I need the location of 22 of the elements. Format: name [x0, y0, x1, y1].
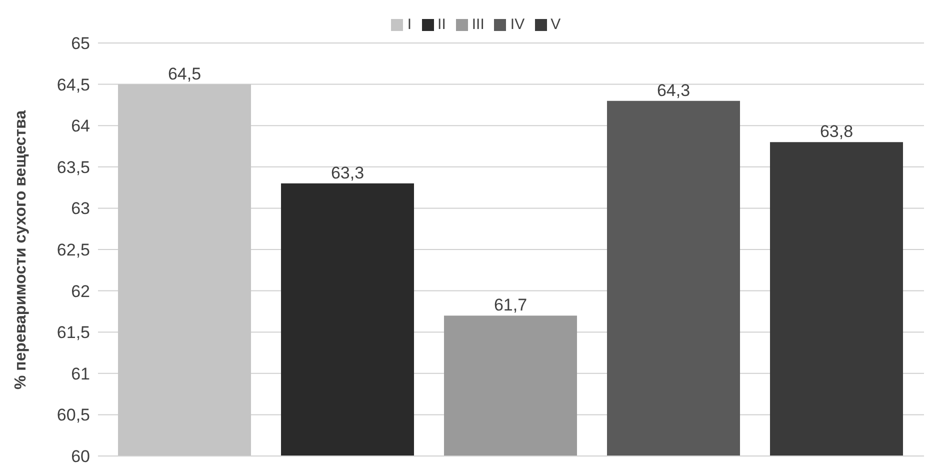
legend-label: V — [550, 16, 561, 33]
legend-label: IV — [510, 16, 525, 33]
y-tick-label: 61 — [71, 364, 90, 384]
y-tick-label: 61,5 — [56, 323, 90, 342]
y-tick-label: 63,5 — [56, 158, 90, 177]
legend-label: III — [472, 16, 484, 33]
y-tick-label: 62 — [71, 282, 90, 301]
y-tick-label: 64 — [71, 116, 90, 136]
legend-label: II — [438, 16, 446, 33]
legend-label: I — [407, 16, 412, 33]
y-tick-label: 62,5 — [56, 240, 90, 260]
y-tick-label: 60 — [71, 447, 90, 466]
data-label: 64,5 — [168, 64, 202, 84]
data-label: 63,3 — [330, 163, 364, 182]
y-tick-label: 64,5 — [56, 75, 90, 94]
data-label: 61,7 — [494, 296, 528, 315]
y-tick-label: 60,5 — [56, 406, 90, 425]
y-tick-label: 63 — [71, 199, 90, 218]
data-label: 64,3 — [656, 80, 690, 100]
data-label: 63,8 — [820, 122, 854, 142]
y-tick-label: 65 — [71, 34, 90, 54]
y-axis-title: % переваримости сухого вещества — [12, 110, 30, 390]
